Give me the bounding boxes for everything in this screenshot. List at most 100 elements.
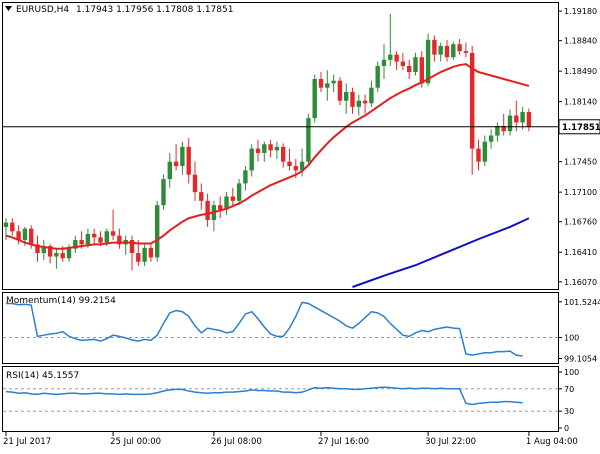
- bear-candle: [350, 92, 355, 107]
- rsi-tick-label: 70: [564, 385, 574, 394]
- rsi-tick-label: 0: [564, 424, 569, 433]
- bear-candle: [60, 253, 65, 259]
- momentum-tick-label: 100: [564, 334, 579, 343]
- bull-candle: [388, 54, 393, 60]
- bull-candle: [262, 144, 267, 153]
- bear-candle: [281, 146, 286, 162]
- time-tick-label: 27 Jul 16:00: [318, 437, 369, 447]
- bear-candle: [514, 115, 519, 123]
- bear-candle: [173, 161, 179, 167]
- bear-candle: [400, 61, 406, 66]
- bear-candle: [287, 161, 292, 167]
- bear-candle: [148, 247, 154, 258]
- bear-candle: [501, 125, 506, 132]
- bear-candle: [526, 112, 532, 127]
- bear-candle: [199, 192, 204, 201]
- bull-candle: [142, 247, 147, 262]
- momentum-label: Momentum(14) 99.2154: [6, 296, 116, 306]
- bear-candle: [47, 246, 53, 257]
- bear-candle: [394, 54, 399, 62]
- bear-candle: [186, 146, 191, 175]
- bull-candle: [167, 161, 172, 180]
- rsi-tick-label: 30: [564, 407, 574, 416]
- price-panel: 1.191801.188401.184901.181401.178001.174…: [3, 7, 600, 288]
- bear-candle: [230, 196, 235, 201]
- bull-candle: [236, 183, 242, 201]
- bear-candle: [136, 253, 141, 262]
- bear-candle: [463, 51, 469, 53]
- bear-candle: [255, 148, 261, 153]
- price-tick-label: 1.16410: [564, 248, 597, 257]
- bull-candle: [369, 87, 374, 104]
- time-tick-label: 21 Jul 2017: [3, 437, 51, 447]
- bear-candle: [98, 237, 103, 243]
- bull-candle: [3, 222, 9, 227]
- price-tick-label: 1.18490: [564, 67, 597, 76]
- bear-candle: [205, 200, 210, 220]
- bear-candle: [432, 39, 437, 55]
- symbol-label: EURUSD,H4: [16, 5, 69, 15]
- bull-candle: [155, 205, 160, 258]
- bear-candle: [470, 52, 475, 149]
- time-tick-label: 1 Aug 04:00: [526, 437, 578, 447]
- rsi-panel-frame: [2, 366, 559, 432]
- fast-moving-average-line: [5, 63, 530, 250]
- bear-candle: [476, 148, 481, 162]
- bear-candle: [117, 235, 122, 245]
- bull-candle: [495, 125, 500, 136]
- bull-candle: [54, 253, 59, 257]
- time-tick-label: 26 Jul 08:00: [211, 437, 262, 447]
- bull-candle: [41, 246, 46, 254]
- chart-menu-triangle-icon[interactable]: [5, 6, 12, 11]
- bull-candle: [381, 59, 387, 66]
- bear-candle: [293, 166, 298, 171]
- rsi-tick-label: 100: [564, 368, 579, 377]
- time-tick-label: 25 Jul 00:00: [110, 437, 161, 447]
- price-tick-label: 1.18840: [564, 37, 597, 46]
- ohlc-readout: 1.17943 1.17956 1.17808 1.17851: [76, 5, 233, 15]
- bull-candle: [249, 148, 254, 171]
- price-tick-label: 1.16070: [564, 278, 597, 287]
- bear-candle: [268, 144, 273, 151]
- bull-candle: [224, 196, 229, 210]
- rsi-label: RSI(14) 45.1557: [6, 371, 79, 381]
- rsi-line: [5, 386, 523, 406]
- bull-candle: [22, 228, 28, 240]
- bear-candle: [337, 80, 343, 101]
- price-tick-label: 1.17450: [564, 158, 597, 167]
- bear-candle: [35, 244, 40, 254]
- time-tick-label: 30 Jul 22:00: [425, 437, 476, 447]
- momentum-line: [6, 301, 523, 357]
- bull-candle: [425, 39, 431, 84]
- bear-candle: [444, 45, 450, 58]
- price-tick-label: 1.19180: [564, 7, 597, 16]
- bull-candle: [520, 112, 525, 123]
- price-tick-label: 1.16760: [564, 218, 597, 227]
- bull-candle: [299, 161, 305, 171]
- bear-candle: [16, 231, 21, 240]
- bear-candle: [407, 65, 412, 73]
- bull-candle: [243, 170, 248, 184]
- momentum-tick-label: 99.1054: [564, 355, 597, 364]
- bear-candle: [29, 228, 34, 245]
- bull-candle: [180, 146, 185, 167]
- price-tick-label: 1.18140: [564, 98, 597, 107]
- rsi-panel: 100 70 30 0: [3, 368, 579, 433]
- bull-candle: [66, 248, 72, 259]
- bull-candle: [325, 83, 330, 88]
- bear-candle: [362, 100, 368, 104]
- bull-candle: [85, 233, 91, 245]
- bear-candle: [457, 44, 462, 52]
- bull-candle: [451, 44, 456, 58]
- bull-candle: [331, 80, 336, 84]
- bear-candle: [10, 222, 15, 232]
- bull-candle: [488, 135, 494, 142]
- momentum-panel: 101.5244 100 99.1054: [3, 298, 600, 364]
- time-axis: 21 Jul 2017 25 Jul 00:00 26 Jul 08:00 27 Ju…: [3, 432, 578, 447]
- bear-candle: [129, 240, 135, 254]
- bull-candle: [507, 115, 513, 132]
- bull-candle: [438, 45, 443, 55]
- slow-moving-average-line: [352, 217, 530, 288]
